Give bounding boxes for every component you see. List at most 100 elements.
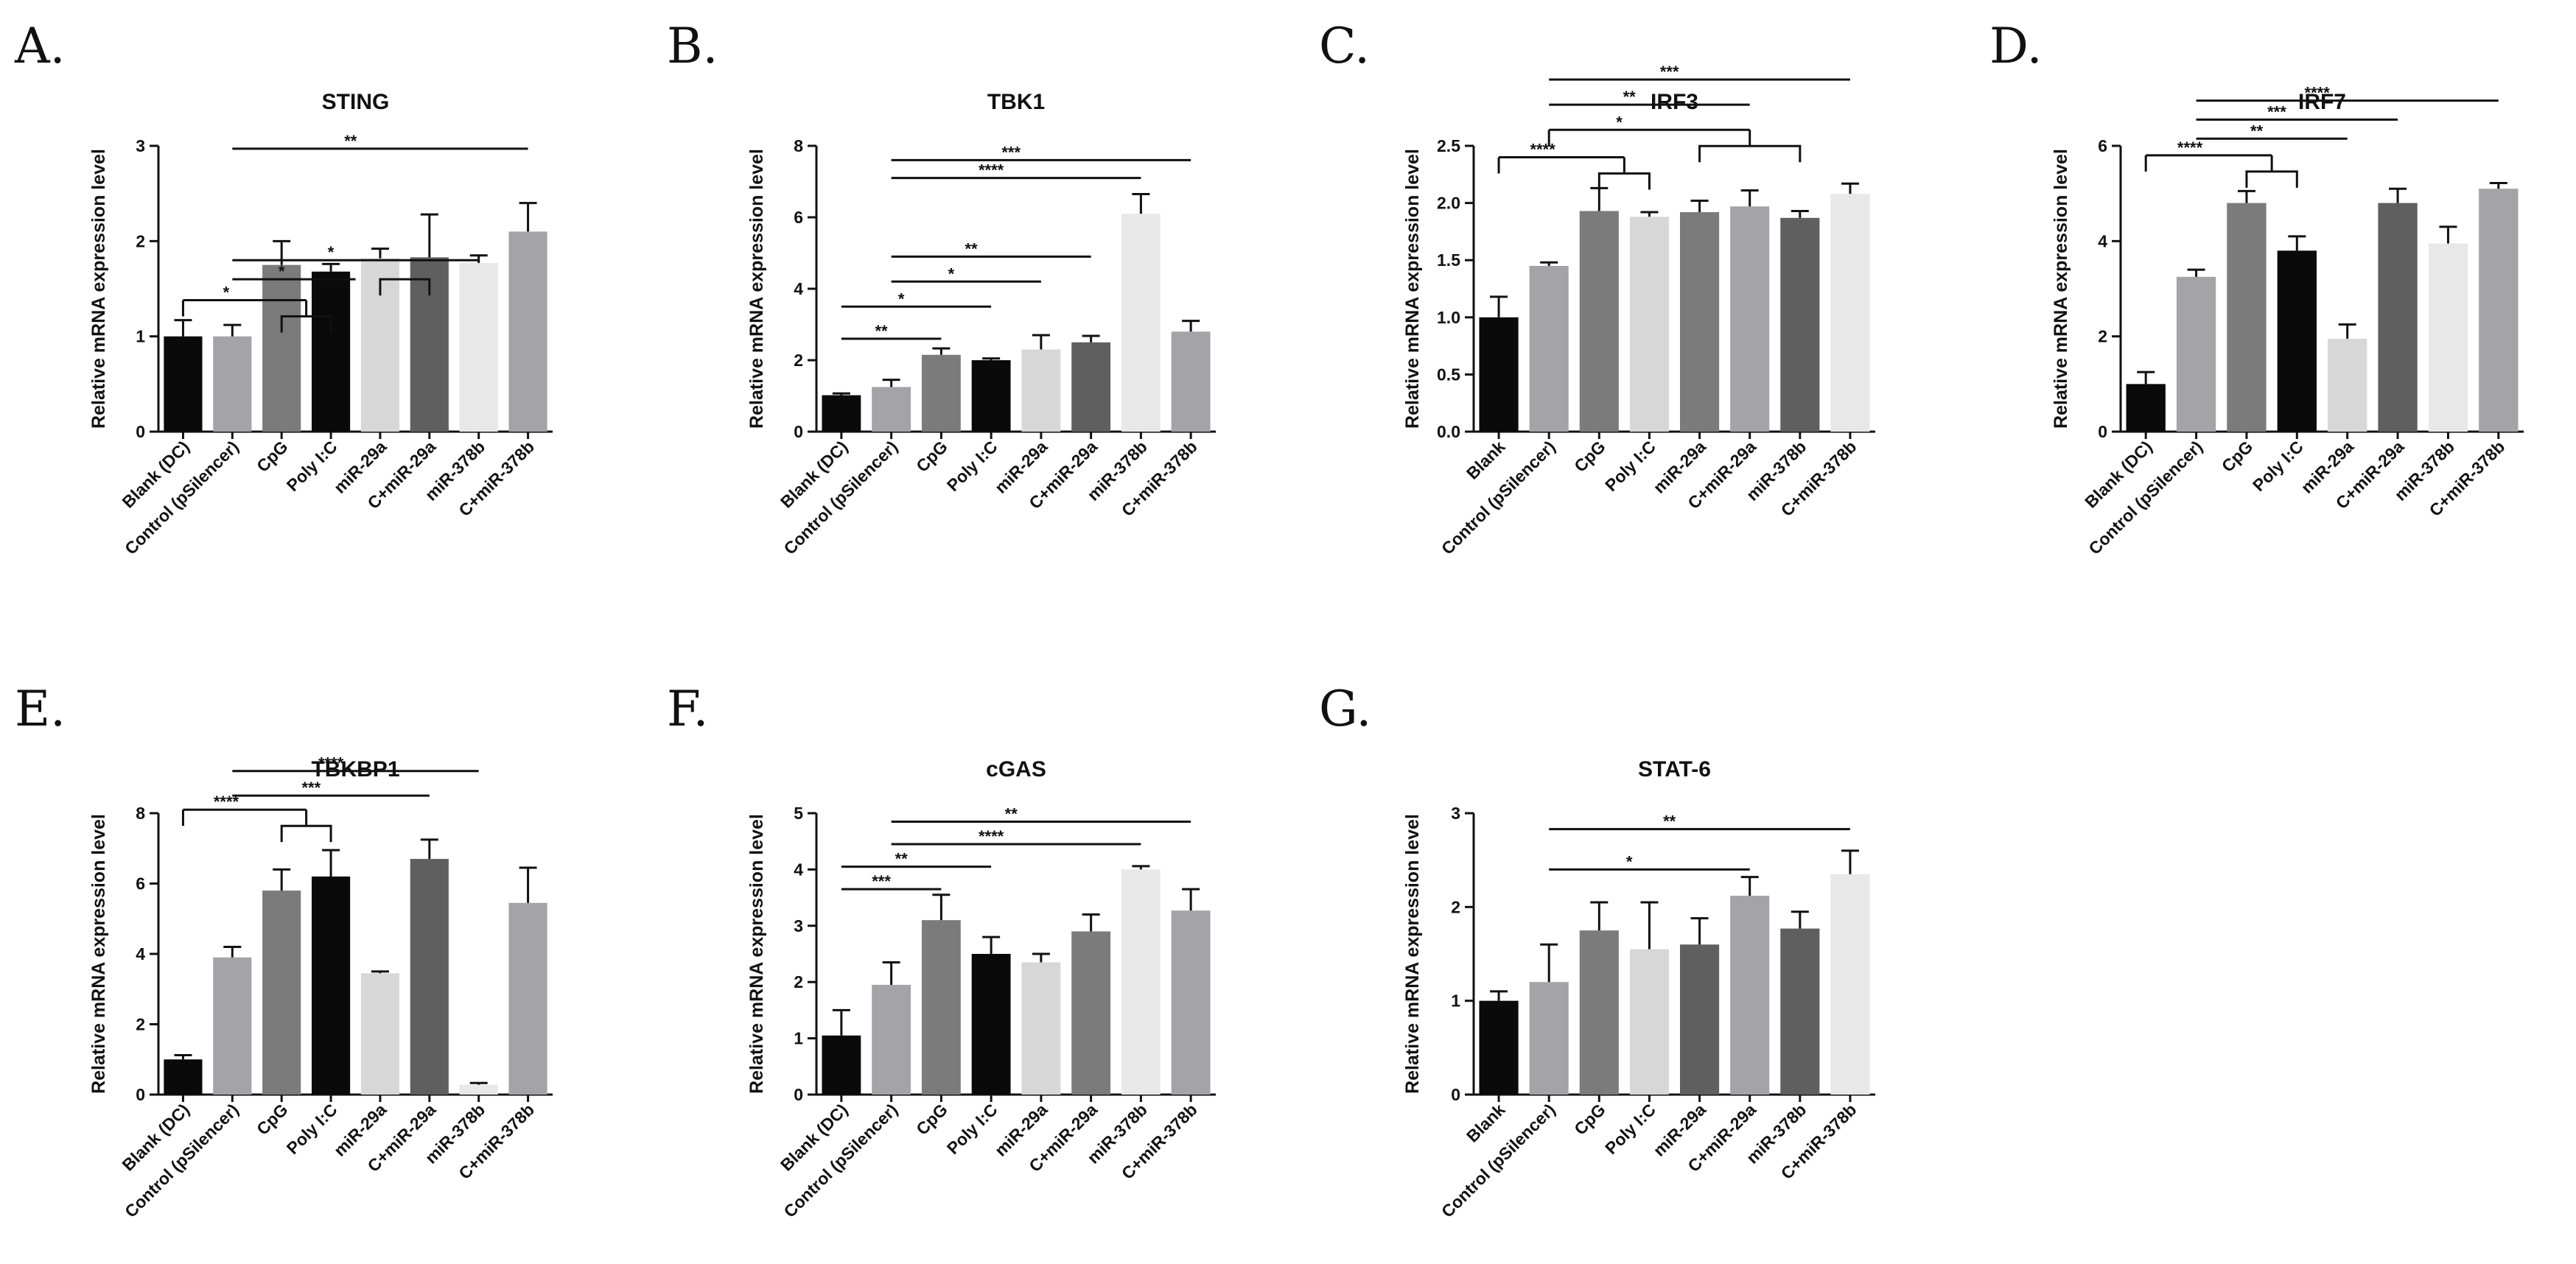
bar	[971, 360, 1011, 432]
bar	[1071, 342, 1111, 432]
bar	[1629, 217, 1670, 432]
bar	[1730, 896, 1770, 1095]
significance-label: *	[279, 262, 285, 281]
significance-label: ***	[872, 872, 891, 891]
y-tick-label: 6	[136, 874, 145, 893]
significance-label: ****	[318, 754, 344, 773]
significance-label: *	[328, 243, 335, 261]
bar	[459, 263, 498, 432]
bar	[311, 271, 351, 432]
y-axis-label: Relative mRNA expression level	[1402, 149, 1423, 429]
bar	[1529, 265, 1569, 432]
bar	[1679, 212, 1720, 432]
chart-title: TBK1	[987, 90, 1045, 114]
y-tick-label: 1	[794, 1029, 803, 1048]
chart-title: IRF7	[2298, 90, 2346, 114]
y-tick-label: 4	[2098, 231, 2107, 250]
bar	[213, 336, 252, 432]
category-label: CpG	[1570, 1100, 1609, 1139]
y-tick-label: 6	[794, 208, 803, 227]
significance-label: ***	[1001, 143, 1021, 161]
y-tick-label: 1	[136, 327, 145, 346]
chart-panel-0: A. STING Relative mRNA expression level 0 1 2…	[14, 18, 553, 558]
y-tick-label: 6	[2098, 136, 2107, 155]
chart-title: cGAS	[986, 757, 1046, 782]
bar	[1021, 962, 1061, 1095]
chart-panel-1: B. TBK1 Relative mRNA expression level 0 2 4 6…	[667, 18, 1216, 558]
category-label: Poly I:C	[2249, 437, 2307, 495]
y-tick-label: 2	[136, 231, 145, 250]
significance-label: **	[344, 132, 357, 150]
y-tick-label: 3	[794, 916, 803, 935]
chart-panel-4: E. TBKBP1 Relative mRNA expression level 0 2…	[15, 681, 553, 1221]
bar	[1121, 214, 1161, 432]
bar	[1780, 928, 1820, 1095]
y-tick-label: 2.0	[1437, 194, 1460, 213]
bar	[2428, 243, 2468, 432]
bar	[1730, 206, 1770, 432]
y-tick-label: 1.5	[1437, 250, 1460, 270]
chart-title: IRF3	[1651, 90, 1698, 114]
y-axis-label: Relative mRNA expression level	[88, 814, 109, 1094]
y-tick-label: 0	[2098, 422, 2107, 441]
bar	[2328, 338, 2367, 432]
bar	[1679, 944, 1720, 1095]
category-label: Blank	[1463, 437, 1509, 483]
y-tick-label: 0	[794, 422, 803, 441]
significance-label: **	[2250, 122, 2264, 140]
bar	[1830, 194, 1870, 432]
bar	[508, 902, 547, 1095]
y-tick-label: 0	[136, 1085, 145, 1104]
y-tick-label: 2	[1451, 897, 1460, 916]
bar	[311, 876, 351, 1095]
significance-label: **	[875, 322, 889, 340]
significance-label: ****	[2177, 138, 2203, 157]
bar	[1021, 349, 1061, 432]
significance-bracket	[280, 824, 332, 843]
bar	[822, 395, 861, 432]
y-axis-label: Relative mRNA expression level	[1402, 814, 1423, 1094]
category-label: CpG	[1570, 437, 1609, 476]
category-label: Poly I:C	[943, 1100, 1001, 1158]
y-tick-label: 2.5	[1437, 136, 1460, 155]
y-tick-label: 0.0	[1437, 422, 1460, 441]
y-tick-label: 8	[794, 136, 803, 155]
category-label: CpG	[912, 437, 951, 476]
y-tick-label: 4	[794, 279, 803, 298]
y-tick-label: 4	[794, 860, 803, 879]
chart-panel-2: C. IRF3 Relative mRNA expression level 0.0 0…	[1319, 18, 1875, 558]
significance-label: ****	[979, 827, 1004, 846]
bar	[410, 859, 449, 1095]
category-label: CpG	[912, 1100, 951, 1139]
significance-bracket	[2245, 170, 2298, 188]
y-tick-label: 1	[1451, 991, 1460, 1011]
category-label: CpG	[253, 1100, 292, 1139]
bar	[262, 264, 301, 432]
chart-title: STAT-6	[1638, 757, 1711, 782]
y-tick-label: 2	[136, 1015, 145, 1034]
significance-label: **	[1005, 804, 1018, 823]
significance-label: **	[1663, 812, 1676, 831]
chart-panel-5: F. cGAS Relative mRNA expression level 0 1 2 3…	[667, 681, 1216, 1221]
bar	[1529, 982, 1569, 1095]
bar	[360, 973, 400, 1095]
panel-letter: A.	[14, 18, 66, 74]
chart-title: STING	[322, 90, 390, 114]
panel-letter: E.	[15, 681, 66, 737]
bar	[2378, 203, 2418, 432]
category-label: Poly I:C	[1601, 1100, 1659, 1158]
significance-bracket	[379, 278, 431, 296]
significance-label: *	[1616, 113, 1623, 131]
bar	[2176, 276, 2216, 432]
bar	[921, 920, 961, 1095]
chart-panel-3: D. IRF7 Relative mRNA expression level 0 2 4 6…	[1989, 18, 2524, 558]
bar	[164, 336, 203, 432]
significance-label: *	[223, 284, 230, 302]
bar	[1629, 949, 1670, 1095]
bar	[1780, 217, 1820, 432]
bar	[2126, 384, 2166, 432]
significance-label: *	[948, 264, 955, 283]
y-axis-label: Relative mRNA expression level	[746, 814, 767, 1094]
bar	[2277, 250, 2317, 432]
